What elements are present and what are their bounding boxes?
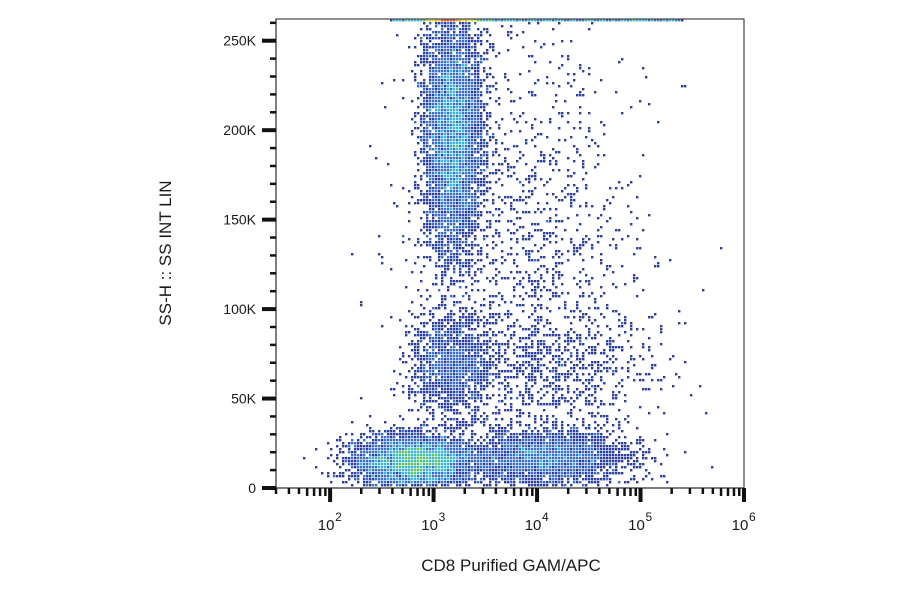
y-tick-label: 250K <box>223 33 256 49</box>
x-axis: 10 2 10 3 10 4 10 5 10 6 <box>274 487 756 534</box>
x-tick-label: 10 <box>628 517 645 534</box>
x-tick-label: 10 <box>732 517 749 534</box>
y-tick-label: 50K <box>231 391 257 407</box>
x-tick-label: 10 <box>525 517 542 534</box>
y-axis-label: SS-H :: SS INT LIN <box>156 180 175 326</box>
y-tick-label: 200K <box>223 122 256 138</box>
x-tick-exponent: 6 <box>749 510 756 524</box>
x-tick-exponent: 4 <box>542 510 549 524</box>
x-tick-exponent: 2 <box>335 510 342 524</box>
x-axis-label: CD8 Purified GAM/APC <box>421 556 601 575</box>
y-tick-label: 0 <box>248 480 256 496</box>
y-tick-label: 100K <box>223 301 256 317</box>
y-tick-label: 150K <box>223 212 256 228</box>
x-tick-exponent: 5 <box>646 510 653 524</box>
x-tick-label: 10 <box>421 517 438 534</box>
event-dots <box>303 19 723 487</box>
x-tick-label: 10 <box>318 517 335 534</box>
y-axis: 0 50K 100K 150K 200K 250K <box>223 19 277 496</box>
x-tick-exponent: 3 <box>439 510 446 524</box>
